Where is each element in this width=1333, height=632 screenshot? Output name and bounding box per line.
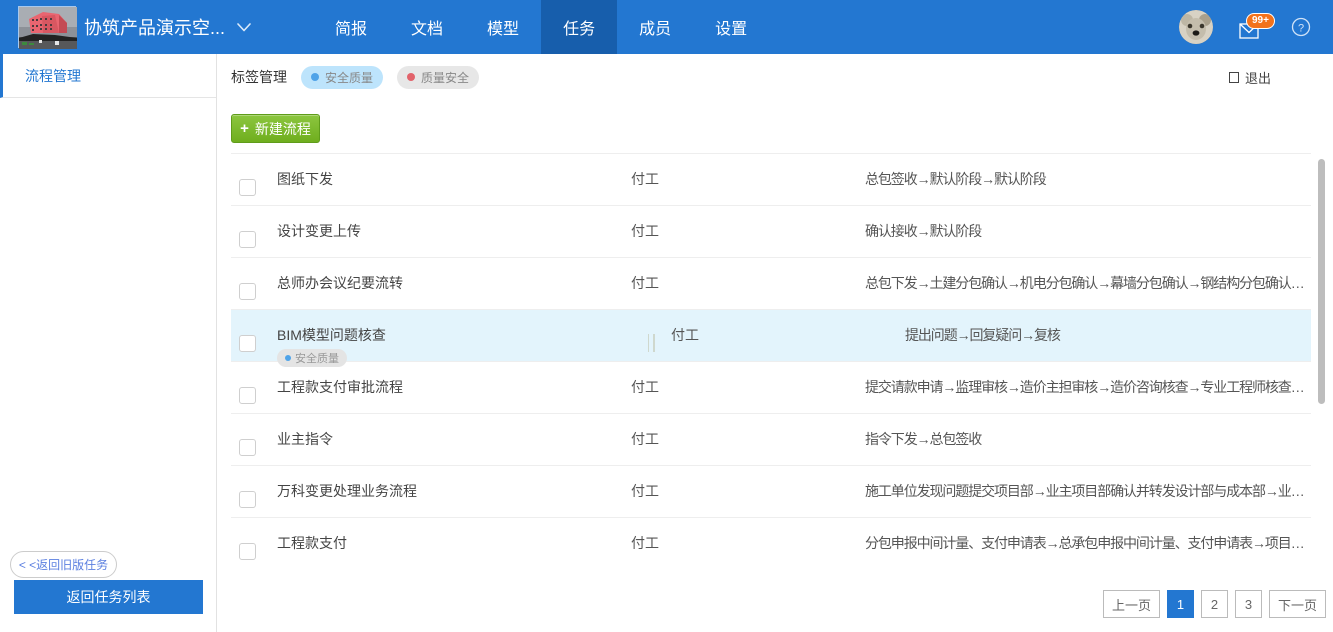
svg-text:?: ? (1298, 23, 1304, 35)
